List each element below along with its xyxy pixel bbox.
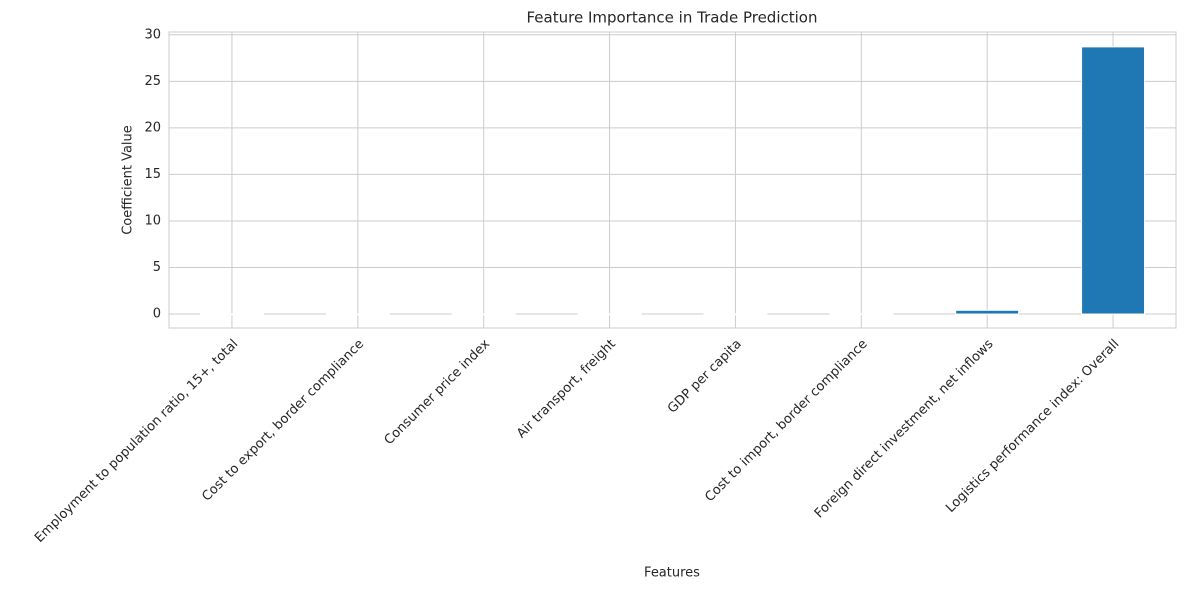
x-tick-label: Employment to population ratio, 15+, tot… xyxy=(32,337,241,546)
bar xyxy=(325,313,390,316)
bar xyxy=(703,313,768,316)
y-tick-label: 20 xyxy=(144,120,161,135)
bar xyxy=(1081,46,1146,315)
bar xyxy=(451,313,516,316)
y-tick-label: 0 xyxy=(153,307,161,322)
y-axis-label: Coefficient Value xyxy=(121,125,136,235)
y-tick-label: 10 xyxy=(144,213,161,228)
y-tick-label: 5 xyxy=(153,260,161,275)
bar xyxy=(199,313,264,316)
bar xyxy=(577,313,642,316)
x-tick-label: GDP per capita xyxy=(665,337,745,417)
y-tick-label: 15 xyxy=(144,167,161,182)
chart-title: Feature Importance in Trade Prediction xyxy=(527,9,818,27)
x-axis-label: Features xyxy=(644,566,700,581)
plot-frame xyxy=(168,31,1177,329)
y-tick-label: 30 xyxy=(144,27,161,42)
x-tick-label: Consumer price index xyxy=(382,336,494,448)
bar xyxy=(829,313,894,316)
y-tick-label: 25 xyxy=(144,74,161,89)
x-tick-label: Air transport, freight xyxy=(514,337,619,442)
bar xyxy=(955,309,1020,315)
